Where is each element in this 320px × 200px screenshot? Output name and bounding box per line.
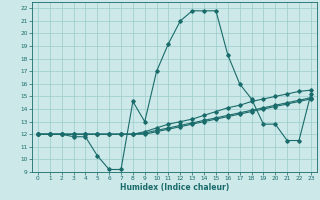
X-axis label: Humidex (Indice chaleur): Humidex (Indice chaleur) xyxy=(120,183,229,192)
